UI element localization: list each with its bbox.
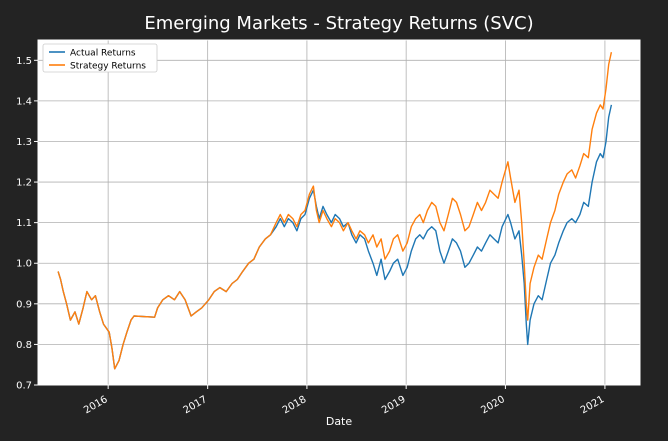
series-lines <box>57 52 613 370</box>
plot-area <box>38 40 640 385</box>
y-tick-label: 1.2 <box>16 178 32 189</box>
y-tick-label: 1.3 <box>16 137 32 148</box>
y-tick-label: 0.9 <box>16 299 32 310</box>
legend-label: Strategy Returns <box>70 62 146 72</box>
y-tick-label: 1.4 <box>16 96 32 107</box>
chart-title: Emerging Markets - Strategy Returns (SVC… <box>144 13 533 34</box>
y-tick-label: 1.0 <box>16 259 32 270</box>
y-axis: 0.7 0.8 0.9 1.0 1.1 1.2 1.3 1.4 1.5 <box>16 56 38 392</box>
plot-frame <box>37 39 641 386</box>
legend-box <box>42 43 158 73</box>
y-tick-label: 1.1 <box>16 218 32 229</box>
y-tick-label: 1.5 <box>16 56 32 67</box>
legend: Actual Returns Strategy Returns <box>42 43 158 73</box>
legend-label: Actual Returns <box>70 49 136 59</box>
y-tick-label: 0.7 <box>16 381 32 392</box>
y-tick-label: 0.8 <box>16 340 32 351</box>
x-axis-label: Date <box>326 415 353 428</box>
series-line-strategy-returns <box>57 52 613 370</box>
